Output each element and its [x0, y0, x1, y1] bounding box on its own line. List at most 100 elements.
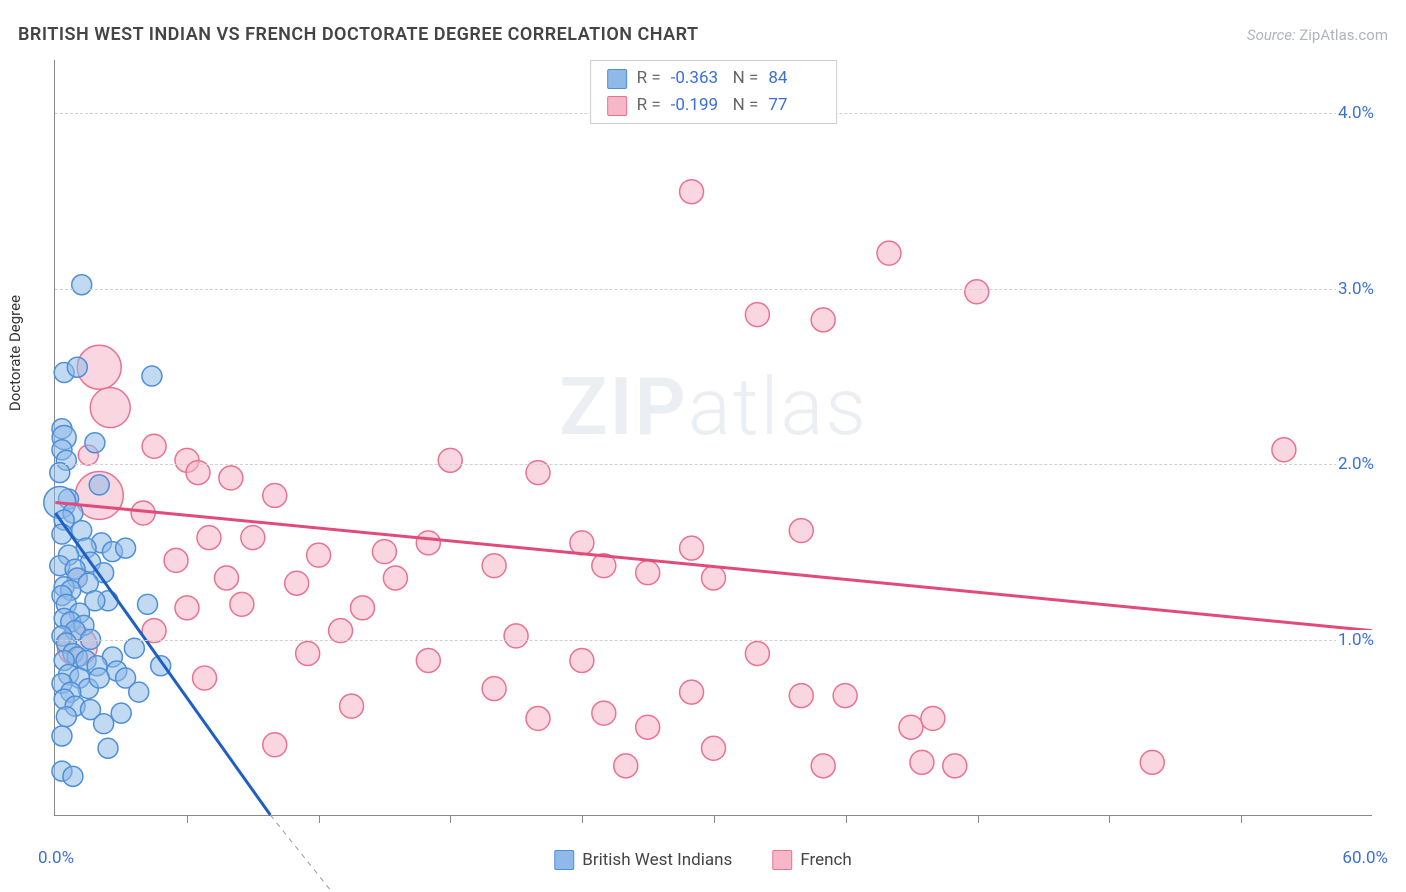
french-point: [745, 303, 769, 327]
british-west-indian-point: [72, 275, 92, 295]
n-label: N =: [733, 65, 759, 92]
british-west-indian-point: [52, 726, 72, 746]
french-point: [372, 540, 396, 564]
series-legend: British West Indians French: [554, 850, 852, 870]
n-label: N =: [733, 92, 759, 119]
stats-legend-row: R = -0.199 N = 77: [607, 92, 821, 119]
y-axis-label: Doctorate Degree: [6, 295, 24, 411]
r-label: R =: [637, 92, 661, 119]
y-tick-label: 2.0%: [1336, 454, 1376, 474]
british-west-indian-point: [129, 682, 149, 702]
legend-item: French: [772, 850, 851, 870]
french-point: [285, 571, 309, 595]
french-point: [614, 754, 638, 778]
french-point: [219, 466, 243, 490]
r-value: -0.363: [671, 65, 723, 92]
british-west-indian-point: [89, 475, 109, 495]
british-west-indian-point: [56, 707, 76, 727]
x-tick: [1109, 815, 1110, 823]
french-point: [230, 592, 254, 616]
french-point: [416, 649, 440, 673]
french-point: [636, 561, 660, 585]
french-point: [789, 684, 813, 708]
r-label: R =: [637, 65, 661, 92]
french-point: [482, 554, 506, 578]
french-point: [351, 596, 375, 620]
french-point: [263, 733, 287, 757]
french-point: [193, 666, 217, 690]
source-credit: Source: ZipAtlas.com: [1247, 26, 1388, 44]
french-point: [811, 754, 835, 778]
header: BRITISH WEST INDIAN VS FRENCH DOCTORATE …: [18, 24, 1388, 45]
x-tick: [582, 815, 583, 823]
british-west-indian-point: [63, 766, 83, 786]
french-point: [329, 619, 353, 643]
legend-swatch-icon: [607, 69, 627, 89]
french-point: [592, 701, 616, 725]
french-point: [438, 448, 462, 472]
french-point: [90, 388, 130, 428]
french-point: [296, 641, 320, 665]
british-west-indian-point: [142, 366, 162, 386]
french-point: [680, 536, 704, 560]
chart-plot-area: R = -0.363 N = 84 R = -0.199 N = 77 ZIPa…: [54, 60, 1372, 816]
scatter-svg: [55, 60, 1372, 815]
x-tick: [846, 815, 847, 823]
legend-swatch-icon: [554, 850, 574, 870]
french-point: [899, 715, 923, 739]
french-point: [197, 526, 221, 550]
x-tick: [187, 815, 188, 823]
british-west-indian-point: [89, 668, 109, 688]
french-point: [1140, 750, 1164, 774]
french-point: [789, 519, 813, 543]
x-tick: [450, 815, 451, 823]
french-point: [745, 641, 769, 665]
french-point: [164, 548, 188, 572]
british-west-indian-point: [85, 433, 105, 453]
french-trendline: [55, 502, 1371, 630]
french-point: [482, 677, 506, 701]
british-west-indian-point: [94, 714, 114, 734]
y-tick-label: 4.0%: [1336, 103, 1376, 123]
n-value: 84: [768, 65, 820, 92]
french-point: [965, 280, 989, 304]
french-point: [877, 241, 901, 265]
legend-swatch-icon: [607, 96, 627, 116]
french-point: [1272, 438, 1296, 462]
stats-legend: R = -0.363 N = 84 R = -0.199 N = 77: [590, 60, 838, 124]
stats-legend-row: R = -0.363 N = 84: [607, 65, 821, 92]
x-tick: [978, 815, 979, 823]
legend-label: British West Indians: [582, 850, 732, 870]
british-west-indian-point: [111, 703, 131, 723]
x-axis-min-label: 0.0%: [38, 848, 74, 868]
x-tick: [714, 815, 715, 823]
french-point: [921, 706, 945, 730]
french-point: [570, 531, 594, 555]
british-west-indian-point: [72, 521, 92, 541]
french-point: [307, 543, 331, 567]
y-tick-label: 3.0%: [1336, 279, 1376, 299]
chart-title: BRITISH WEST INDIAN VS FRENCH DOCTORATE …: [18, 24, 699, 45]
x-tick: [319, 815, 320, 823]
french-point: [636, 715, 660, 739]
british-west-indian-point: [50, 463, 70, 483]
french-point: [416, 531, 440, 555]
british-west-indian-point: [124, 638, 144, 658]
legend-item: British West Indians: [554, 850, 732, 870]
legend-swatch-icon: [772, 850, 792, 870]
gridline: [55, 289, 1372, 290]
french-point: [142, 434, 166, 458]
british-west-indian-point: [138, 594, 158, 614]
french-point: [570, 649, 594, 673]
british-west-indian-point: [116, 538, 136, 558]
french-point: [702, 736, 726, 760]
british-west-indian-point: [67, 357, 87, 377]
french-point: [215, 566, 239, 590]
french-point: [811, 308, 835, 332]
r-value: -0.199: [671, 92, 723, 119]
french-point: [383, 566, 407, 590]
french-point: [504, 624, 528, 648]
legend-label: French: [800, 850, 851, 870]
x-tick: [1241, 815, 1242, 823]
x-axis-max-label: 60.0%: [1342, 848, 1388, 868]
